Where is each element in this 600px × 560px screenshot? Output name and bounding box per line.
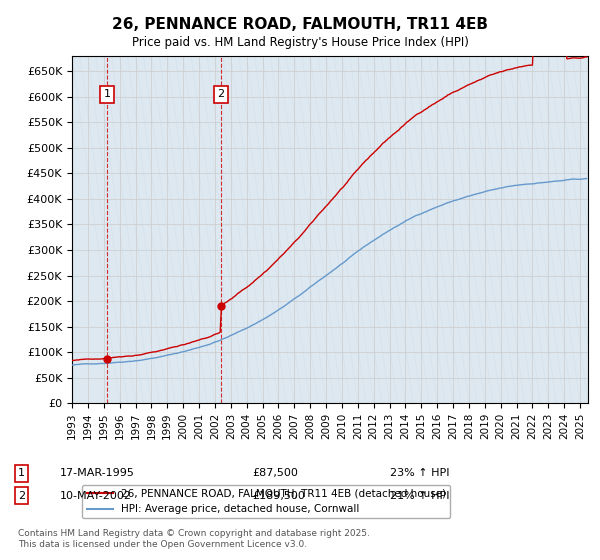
Text: £189,500: £189,500 [252, 491, 305, 501]
Text: Price paid vs. HM Land Registry's House Price Index (HPI): Price paid vs. HM Land Registry's House … [131, 36, 469, 49]
Text: 23% ↑ HPI: 23% ↑ HPI [390, 468, 449, 478]
Text: Contains HM Land Registry data © Crown copyright and database right 2025.
This d: Contains HM Land Registry data © Crown c… [18, 529, 370, 549]
Text: 17-MAR-1995: 17-MAR-1995 [60, 468, 135, 478]
Text: £87,500: £87,500 [252, 468, 298, 478]
Text: 10-MAY-2002: 10-MAY-2002 [60, 491, 132, 501]
Text: 1: 1 [18, 468, 25, 478]
Text: 1: 1 [104, 89, 110, 99]
Text: 26, PENNANCE ROAD, FALMOUTH, TR11 4EB: 26, PENNANCE ROAD, FALMOUTH, TR11 4EB [112, 17, 488, 32]
Legend: 26, PENNANCE ROAD, FALMOUTH, TR11 4EB (detached house), HPI: Average price, deta: 26, PENNANCE ROAD, FALMOUTH, TR11 4EB (d… [82, 485, 450, 519]
Text: 2: 2 [18, 491, 25, 501]
Text: 2: 2 [217, 89, 224, 99]
Text: 21% ↑ HPI: 21% ↑ HPI [390, 491, 449, 501]
